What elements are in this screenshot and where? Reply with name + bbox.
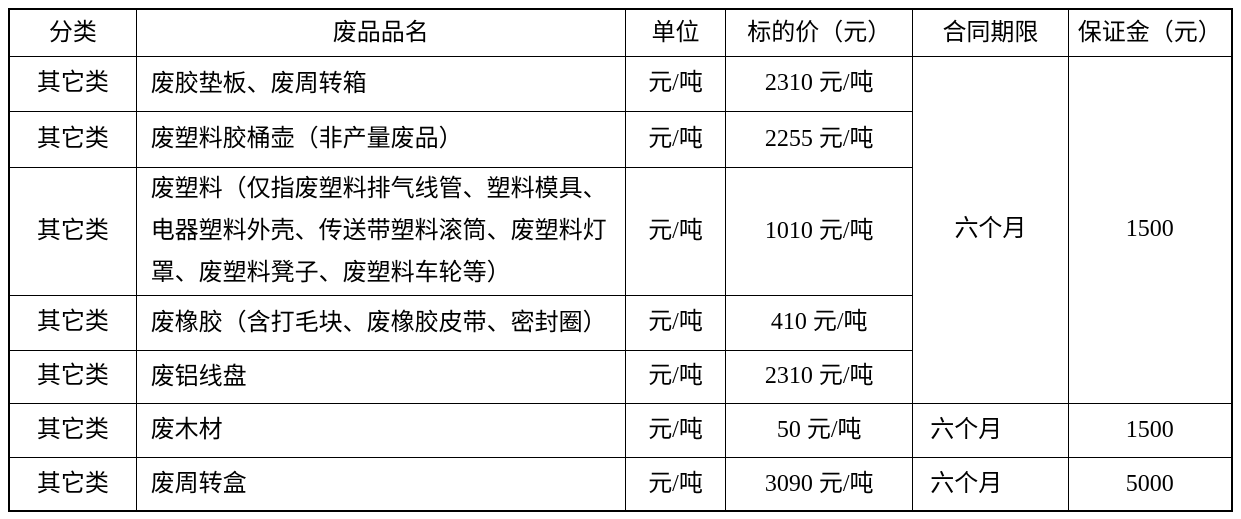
cell-price: 50 元/吨: [725, 402, 914, 458]
cell-category: 其它类: [8, 55, 137, 112]
cell-price: 3090 元/吨: [725, 456, 914, 512]
cell-unit: 元/吨: [624, 55, 727, 112]
table-row: 其它类 废周转盒 元/吨 3090 元/吨 六个月 5000: [8, 456, 1233, 512]
cell-name: 废塑料（仅指废塑料排气线管、塑料模具、电器塑料外壳、传送带塑料滚筒、废塑料灯罩、…: [135, 166, 626, 296]
cell-category: 其它类: [8, 402, 137, 458]
header-name: 废品品名: [135, 8, 626, 57]
cell-name: 废木材: [135, 402, 626, 458]
header-price: 标的价（元）: [725, 8, 914, 57]
cell-category: 其它类: [8, 349, 137, 404]
cell-unit: 元/吨: [624, 349, 727, 404]
cell-name: 废周转盒: [135, 456, 626, 512]
cell-term-merged: 六个月: [912, 55, 1069, 404]
cell-name: 废橡胶（含打毛块、废橡胶皮带、密封圈）: [135, 294, 626, 351]
cell-price: 1010 元/吨: [725, 166, 914, 296]
waste-price-table: 分类 废品品名 单位 标的价（元） 合同期限 保证金（元） 其它类 废胶垫板、废…: [8, 8, 1233, 512]
cell-category: 其它类: [8, 294, 137, 351]
cell-price: 410 元/吨: [725, 294, 914, 351]
cell-category: 其它类: [8, 166, 137, 296]
cell-price: 2310 元/吨: [725, 349, 914, 404]
cell-unit: 元/吨: [624, 166, 727, 296]
cell-deposit: 5000: [1067, 456, 1233, 512]
cell-term: 六个月: [912, 456, 1069, 512]
cell-unit: 元/吨: [624, 456, 727, 512]
table-row: 其它类 废橡胶（含打毛块、废橡胶皮带、密封圈） 元/吨 410 元/吨: [8, 294, 1232, 351]
cell-name: 废塑料胶桶壶（非产量废品）: [135, 110, 626, 168]
cell-unit: 元/吨: [624, 294, 727, 351]
cell-price: 2255 元/吨: [725, 110, 914, 168]
header-row: 分类 废品品名 单位 标的价（元） 合同期限 保证金（元）: [8, 8, 1233, 57]
header-category: 分类: [8, 8, 137, 57]
cell-deposit: 1500: [1067, 402, 1233, 458]
header-deposit: 保证金（元）: [1067, 8, 1233, 57]
cell-term: 六个月: [912, 402, 1069, 458]
header-term: 合同期限: [912, 8, 1069, 57]
table-row: 其它类 废胶垫板、废周转箱 元/吨 2310 元/吨 六个月 1500: [8, 55, 1233, 404]
table-row: 其它类 废塑料（仅指废塑料排气线管、塑料模具、电器塑料外壳、传送带塑料滚筒、废塑…: [8, 166, 1232, 296]
cell-deposit-merged: 1500: [1067, 55, 1233, 404]
cell-price: 2310 元/吨: [725, 55, 914, 112]
header-unit: 单位: [624, 8, 727, 57]
cell-unit: 元/吨: [624, 110, 727, 168]
cell-name: 废胶垫板、废周转箱: [135, 55, 626, 112]
cell-category: 其它类: [8, 456, 137, 512]
cell-name: 废铝线盘: [135, 349, 626, 404]
table-row: 其它类 废木材 元/吨 50 元/吨 六个月 1500: [8, 402, 1233, 458]
cell-unit: 元/吨: [624, 402, 727, 458]
cell-category: 其它类: [8, 110, 137, 168]
